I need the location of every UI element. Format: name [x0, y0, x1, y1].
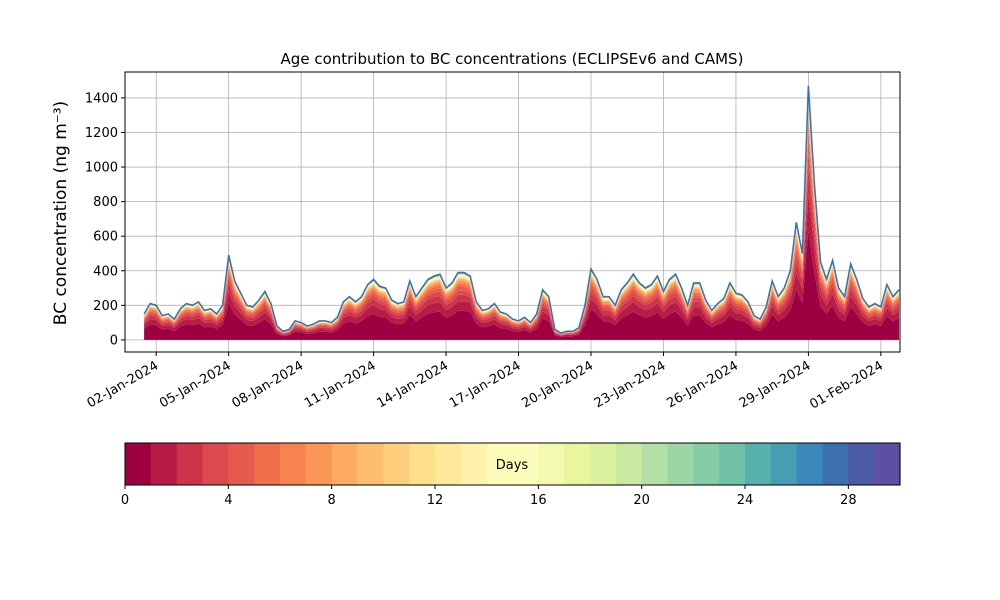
colorbar-swatch	[357, 443, 384, 485]
colorbar-swatch	[331, 443, 359, 485]
colorbar-swatch	[667, 443, 694, 485]
colorbar-tick-label: 8	[328, 493, 336, 508]
x-tick-label: 01-Feb-2024	[807, 358, 886, 412]
x-tick-label: 26-Jan-2024	[664, 358, 741, 411]
colorbar-swatch	[228, 443, 255, 485]
colorbar-swatch	[590, 443, 617, 485]
y-tick-label: 1400	[85, 91, 118, 106]
colorbar-swatch	[305, 443, 333, 485]
colorbar	[125, 443, 901, 485]
age-band-0-1	[144, 230, 900, 340]
colorbar-swatch	[409, 443, 436, 485]
colorbar-swatch	[512, 443, 539, 485]
y-tick-label: 400	[93, 264, 118, 279]
colorbar-swatch	[150, 443, 178, 485]
colorbar-tick-label: 16	[530, 493, 547, 508]
y-tick-label: 0	[110, 333, 118, 348]
colorbar-swatch	[719, 443, 746, 485]
plot-frame	[124, 71, 901, 353]
x-axis-ticks: 02-Jan-202405-Jan-202408-Jan-202411-Jan-…	[85, 352, 886, 412]
colorbar-swatch	[615, 443, 643, 485]
x-tick-label: 14-Jan-2024	[374, 358, 451, 411]
colorbar-swatch	[770, 443, 798, 485]
x-tick-label: 29-Jan-2024	[737, 358, 814, 411]
colorbar-swatch	[848, 443, 875, 485]
colorbar-swatch	[796, 443, 824, 485]
colorbar-swatch	[435, 443, 462, 485]
x-tick-label: 11-Jan-2024	[302, 358, 379, 411]
colorbar-swatch	[641, 443, 669, 485]
total-line	[143, 85, 900, 334]
colorbar-ticks: 0 4 8 12 16 20 24 28	[121, 485, 857, 508]
colorbar-tick-label: 4	[224, 493, 232, 508]
y-tick-label: 200	[93, 299, 118, 314]
colorbar-swatch	[202, 443, 229, 485]
y-tick-label: 600	[93, 230, 118, 245]
y-tick-label: 800	[93, 195, 118, 210]
colorbar-swatch	[564, 443, 591, 485]
y-tick-label: 1000	[85, 161, 118, 176]
x-tick-label: 17-Jan-2024	[447, 358, 524, 411]
colorbar-swatch	[745, 443, 772, 485]
x-tick-label: 02-Jan-2024	[85, 358, 162, 411]
colorbar-swatch	[383, 443, 410, 485]
colorbar-frame	[124, 442, 901, 486]
colorbar-tick-label: 24	[737, 493, 754, 508]
x-tick-label: 05-Jan-2024	[157, 358, 234, 411]
x-tick-label: 20-Jan-2024	[519, 358, 596, 411]
y-axis-label: BC concentration (ng m⁻³)	[51, 101, 71, 325]
colorbar-label: Days	[496, 458, 529, 473]
y-tick-label: 1200	[85, 126, 118, 141]
colorbar-swatch	[486, 443, 514, 485]
colorbar-swatch	[822, 443, 849, 485]
colorbar-swatch	[176, 443, 204, 485]
colorbar-tick-label: 20	[633, 493, 650, 508]
x-tick-label: 08-Jan-2024	[230, 358, 307, 411]
y-axis-ticks: 0 200 400 600 800 1000 1200 1400	[85, 91, 125, 348]
age-areas	[144, 85, 900, 340]
colorbar-swatch	[280, 443, 307, 485]
x-tick-label: 23-Jan-2024	[592, 358, 669, 411]
colorbar-swatch	[254, 443, 281, 485]
colorbar-tick-label: 12	[427, 493, 444, 508]
colorbar-tick-label: 28	[840, 493, 857, 508]
age-band-1-2	[144, 193, 900, 337]
colorbar-swatch	[693, 443, 720, 485]
total-series-line	[143, 85, 900, 334]
colorbar-tick-label: 0	[121, 493, 129, 508]
chart-title: Age contribution to BC concentrations (E…	[281, 50, 744, 68]
colorbar-swatch	[874, 443, 901, 485]
colorbar-swatch	[125, 443, 152, 485]
colorbar-swatch	[460, 443, 488, 485]
colorbar-swatch	[538, 443, 565, 485]
